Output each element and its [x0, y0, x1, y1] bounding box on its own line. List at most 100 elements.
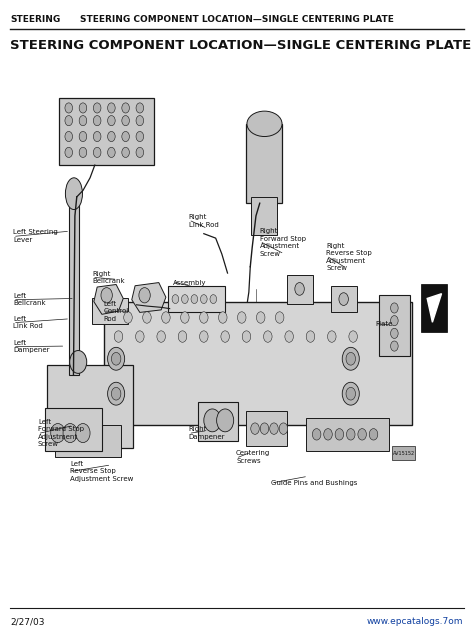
Circle shape: [182, 295, 188, 304]
Circle shape: [101, 288, 112, 303]
Text: AV15152: AV15152: [393, 451, 415, 456]
Polygon shape: [132, 283, 166, 312]
Text: Left
Reverse Stop
Adjustment Screw: Left Reverse Stop Adjustment Screw: [70, 460, 134, 482]
Text: Left
Link Rod: Left Link Rod: [13, 316, 43, 330]
Circle shape: [157, 331, 165, 342]
Circle shape: [306, 331, 315, 342]
Circle shape: [63, 424, 77, 443]
Circle shape: [114, 331, 123, 342]
Circle shape: [93, 103, 101, 113]
Bar: [45, 408, 102, 451]
Circle shape: [65, 147, 73, 157]
Bar: [246, 411, 287, 446]
Circle shape: [328, 331, 336, 342]
Circle shape: [124, 312, 132, 323]
Bar: [92, 298, 128, 324]
Circle shape: [295, 283, 304, 295]
Circle shape: [346, 352, 356, 365]
Circle shape: [260, 423, 269, 434]
Circle shape: [143, 312, 151, 323]
Text: Right
Dampener: Right Dampener: [189, 426, 225, 440]
Circle shape: [79, 103, 87, 113]
Circle shape: [342, 347, 359, 370]
Circle shape: [51, 424, 65, 443]
Circle shape: [139, 288, 150, 303]
Circle shape: [264, 331, 272, 342]
Text: www.epcatalogs.7om: www.epcatalogs.7om: [367, 617, 464, 626]
Circle shape: [391, 316, 398, 326]
Circle shape: [111, 387, 121, 400]
Circle shape: [201, 295, 207, 304]
Bar: [198, 402, 238, 441]
Circle shape: [358, 429, 366, 440]
Text: Assembly: Assembly: [173, 279, 207, 286]
Bar: [379, 295, 410, 356]
Circle shape: [217, 409, 234, 432]
Text: Right
Link Rod: Right Link Rod: [189, 214, 219, 228]
Circle shape: [339, 293, 348, 305]
Circle shape: [65, 116, 73, 126]
Text: Left
Control
Rod: Left Control Rod: [103, 300, 128, 322]
Bar: [168, 286, 225, 312]
Text: STEERING: STEERING: [10, 15, 61, 24]
Text: STEERING COMPONENT LOCATION—SINGLE CENTERING PLATE: STEERING COMPONENT LOCATION—SINGLE CENTE…: [10, 39, 472, 52]
Circle shape: [172, 295, 179, 304]
Circle shape: [79, 116, 87, 126]
Circle shape: [349, 331, 357, 342]
Circle shape: [136, 116, 144, 126]
Bar: [104, 302, 412, 425]
Circle shape: [237, 312, 246, 323]
Polygon shape: [94, 284, 123, 314]
Bar: [287, 275, 313, 304]
Circle shape: [93, 116, 101, 126]
Text: Left
Forward Stop
Adjustment
Screw: Left Forward Stop Adjustment Screw: [38, 419, 84, 447]
Bar: [55, 425, 121, 457]
Text: Right
Forward Stop
Adjustment
Screw: Right Forward Stop Adjustment Screw: [260, 229, 306, 257]
Circle shape: [65, 131, 73, 142]
Circle shape: [181, 312, 189, 323]
Circle shape: [219, 312, 227, 323]
Circle shape: [285, 331, 293, 342]
Circle shape: [76, 424, 90, 443]
Circle shape: [136, 331, 144, 342]
Circle shape: [204, 409, 221, 432]
Text: Centering
Screws: Centering Screws: [236, 450, 270, 464]
Text: Guide Pins and Bushings: Guide Pins and Bushings: [271, 479, 357, 486]
Circle shape: [122, 103, 129, 113]
Circle shape: [108, 147, 115, 157]
Text: Left
Bellcrank: Left Bellcrank: [13, 293, 46, 307]
Circle shape: [200, 331, 208, 342]
Bar: [47, 365, 133, 448]
Circle shape: [279, 423, 288, 434]
Circle shape: [108, 347, 125, 370]
Circle shape: [251, 423, 259, 434]
Text: STEERING COMPONENT LOCATION—SINGLE CENTERING PLATE: STEERING COMPONENT LOCATION—SINGLE CENTE…: [80, 15, 394, 24]
Circle shape: [270, 423, 278, 434]
Text: Right
Reverse Stop
Adjustment
Screw: Right Reverse Stop Adjustment Screw: [326, 243, 372, 271]
Circle shape: [275, 312, 284, 323]
Circle shape: [242, 331, 251, 342]
Circle shape: [312, 429, 321, 440]
Circle shape: [191, 295, 198, 304]
Ellipse shape: [247, 111, 282, 137]
Circle shape: [342, 382, 359, 405]
Bar: [69, 197, 79, 375]
Circle shape: [122, 131, 129, 142]
Text: Left
Dampener: Left Dampener: [13, 340, 50, 354]
Text: 2/27/03: 2/27/03: [10, 617, 45, 626]
Circle shape: [335, 429, 344, 440]
Bar: [246, 124, 282, 203]
Circle shape: [162, 312, 170, 323]
Circle shape: [108, 116, 115, 126]
Circle shape: [221, 331, 229, 342]
Bar: [392, 446, 415, 460]
Bar: [59, 98, 154, 165]
Circle shape: [346, 429, 355, 440]
Circle shape: [122, 116, 129, 126]
Circle shape: [122, 147, 129, 157]
Circle shape: [79, 131, 87, 142]
Circle shape: [178, 331, 187, 342]
Circle shape: [391, 328, 398, 338]
Circle shape: [346, 387, 356, 400]
Circle shape: [65, 103, 73, 113]
